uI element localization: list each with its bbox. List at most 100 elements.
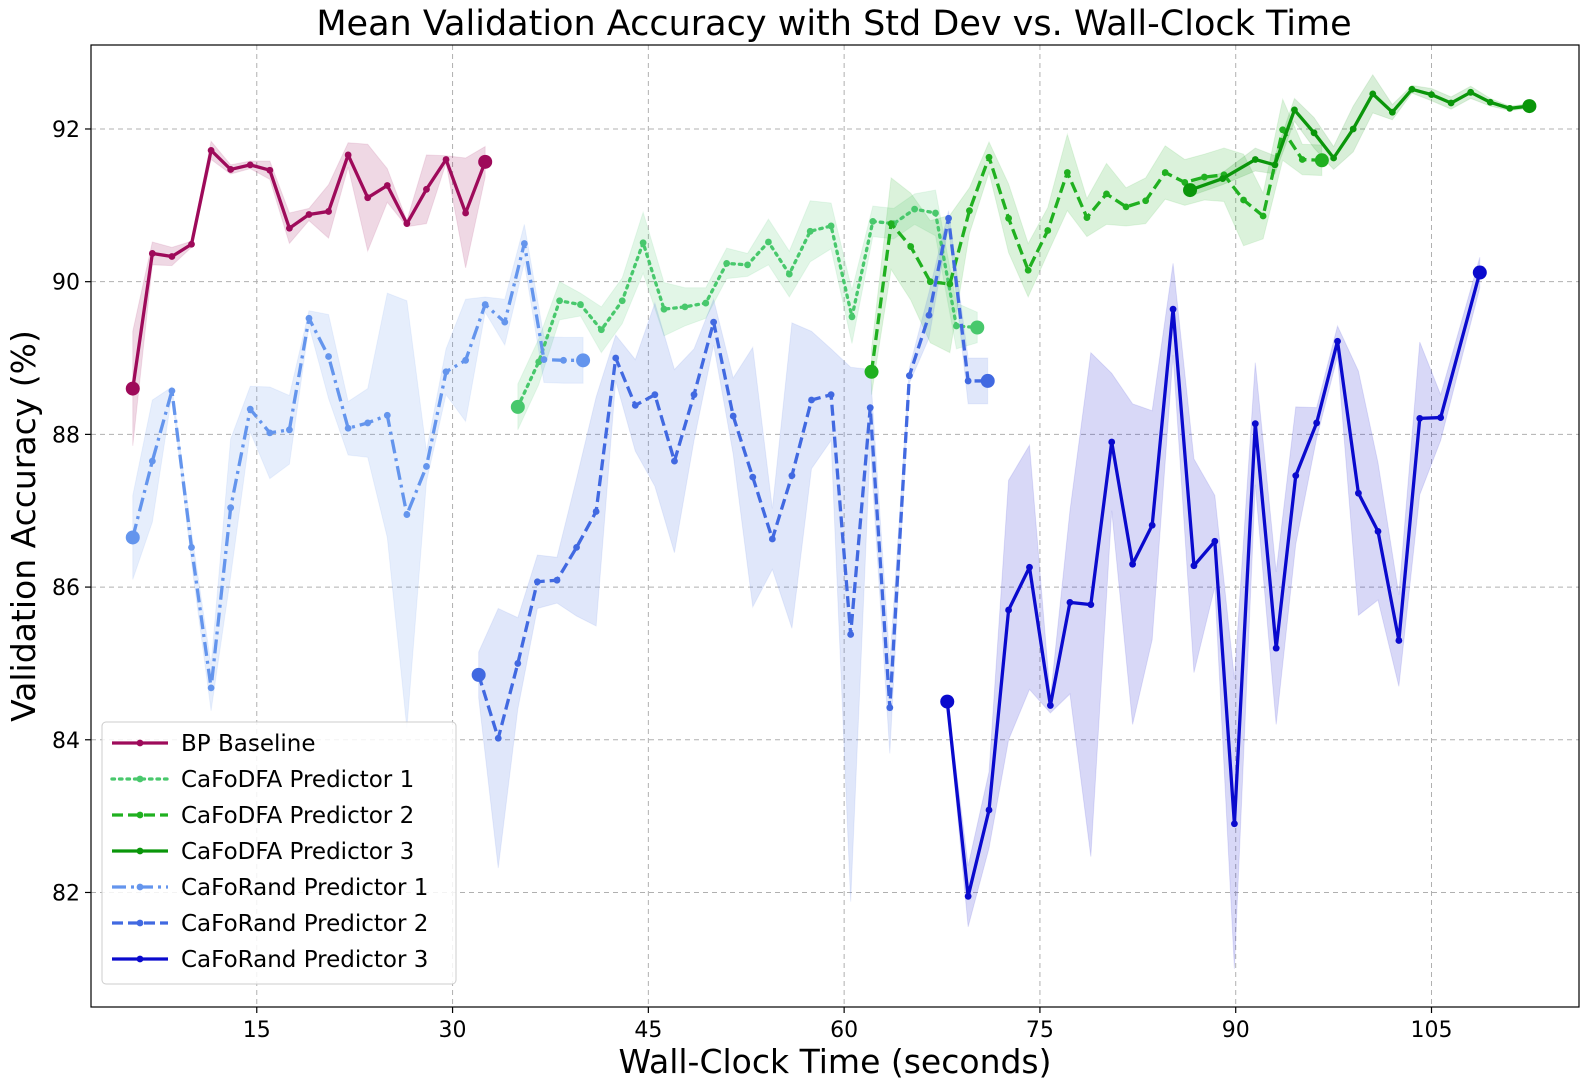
data-point (540, 356, 548, 363)
legend-label: CaFoRand Predictor 1 (181, 875, 428, 901)
endpoint-marker (864, 364, 879, 379)
data-point (462, 209, 470, 217)
data-point (286, 224, 293, 232)
endpoint-marker (970, 320, 985, 335)
chart-title: Mean Validation Accuracy with Std Dev vs… (316, 4, 1351, 44)
legend-label: BP Baseline (181, 731, 315, 757)
endpoint-marker (980, 373, 995, 388)
endpoint-marker (510, 399, 525, 414)
data-point (344, 424, 352, 432)
data-point (932, 209, 939, 217)
data-point (1416, 414, 1424, 422)
data-point (305, 314, 313, 322)
data-point (907, 243, 915, 250)
data-point (573, 543, 580, 551)
legend-marker (136, 919, 144, 927)
data-point (1374, 527, 1382, 535)
data-point (1219, 175, 1227, 183)
endpoint-marker (1183, 183, 1198, 198)
data-point (423, 463, 430, 470)
endpoint-marker (471, 667, 486, 682)
data-point (1259, 212, 1267, 220)
data-point (148, 250, 156, 257)
plot-frame (90, 44, 1580, 1008)
data-point (1063, 169, 1071, 176)
y-tick-label: 88 (52, 423, 80, 448)
data-point (188, 240, 195, 248)
data-point (1486, 98, 1494, 106)
data-point (403, 511, 411, 518)
data-point (964, 892, 972, 900)
data-point (266, 429, 274, 437)
x-tick-label: 15 (243, 1018, 271, 1043)
x-tick-label: 90 (1222, 1018, 1250, 1043)
data-point (966, 207, 973, 215)
data-point (1279, 126, 1287, 134)
data-point (168, 253, 176, 260)
data-point (806, 227, 814, 235)
data-point (1231, 820, 1238, 828)
data-point (1408, 85, 1416, 93)
data-point (305, 211, 313, 218)
data-point (246, 161, 254, 169)
x-axis-label: Wall-Clock Time (seconds) (618, 1042, 1051, 1081)
std-band (517, 189, 978, 431)
data-point (344, 151, 352, 159)
data-point (442, 156, 450, 163)
data-point (501, 318, 509, 326)
endpoint-marker (125, 530, 140, 545)
data-point (985, 153, 993, 161)
data-point (925, 311, 933, 319)
legend-marker (136, 775, 144, 783)
legend: BP Baseline CaFoDFA Predictor 1 CaFoDFA Pr… (101, 721, 457, 985)
data-point (325, 208, 332, 215)
data-point (560, 356, 567, 364)
std-band (132, 224, 584, 729)
y-tick-label: 90 (52, 271, 80, 296)
x-tick-label: 30 (439, 1018, 467, 1043)
data-point (1024, 266, 1032, 274)
data-point (1395, 637, 1403, 644)
data-point (887, 220, 895, 228)
data-point (207, 146, 215, 154)
axis-ticks: 15 30 45 60 75 90 105 82 84 86 88 90 92 (52, 118, 1453, 1043)
data-point (1046, 702, 1054, 709)
series-lines (125, 85, 1537, 900)
data-point (985, 806, 993, 814)
data-point (1310, 129, 1318, 137)
data-point (423, 185, 430, 193)
endpoint-marker (1314, 153, 1329, 168)
data-point (1506, 104, 1514, 112)
x-tick-label: 105 (1411, 1018, 1453, 1043)
data-point (1291, 106, 1298, 114)
data-point (848, 313, 856, 321)
y-axis-label: Validation Accuracy (%) (4, 330, 43, 722)
data-point (1355, 489, 1362, 497)
data-point (494, 734, 502, 742)
data-point (520, 240, 528, 247)
data-point (1122, 203, 1130, 211)
data-point (1200, 173, 1208, 181)
std-band (946, 257, 1481, 969)
legend-label: CaFoDFA Predictor 2 (181, 803, 414, 829)
data-point (246, 405, 254, 413)
data-point (866, 404, 874, 412)
data-point (553, 576, 561, 584)
data-point (1005, 606, 1012, 614)
data-point (207, 684, 215, 692)
data-point (148, 457, 156, 465)
data-point (1330, 154, 1338, 162)
data-point (462, 356, 470, 364)
data-point (1044, 227, 1052, 234)
data-point (1388, 108, 1396, 116)
data-point (286, 426, 293, 434)
data-point (442, 368, 450, 376)
data-point (534, 578, 541, 586)
std-band (871, 97, 1323, 395)
data-point (1292, 472, 1300, 480)
data-point (612, 354, 620, 362)
endpoint-marker (1522, 99, 1537, 114)
legend-marker (136, 955, 144, 963)
data-point (788, 472, 796, 480)
data-point (1161, 169, 1169, 176)
